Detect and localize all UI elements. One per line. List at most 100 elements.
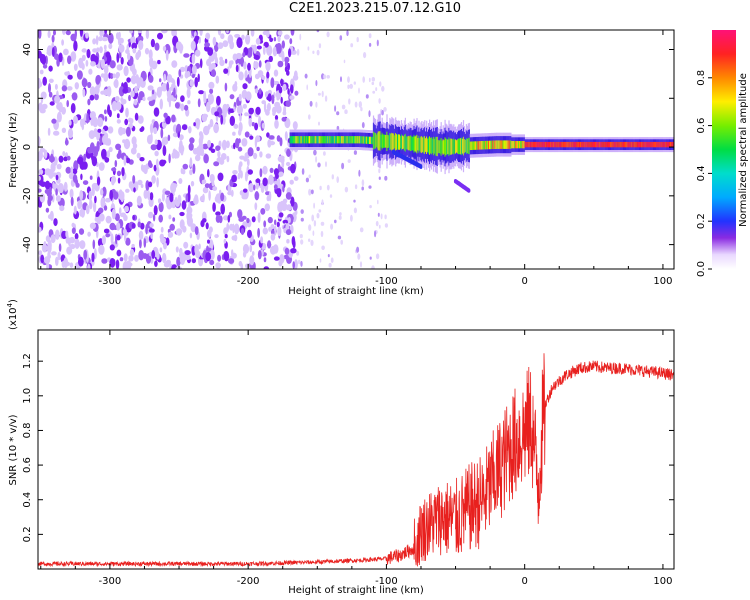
signal-core xyxy=(397,134,399,150)
noise-cell xyxy=(104,109,107,115)
noise-cell xyxy=(58,155,64,163)
noise-cell xyxy=(212,36,217,46)
signal-core xyxy=(662,141,664,148)
sparse-noise-cell xyxy=(380,213,383,220)
signal-core xyxy=(400,134,403,151)
noise-cell xyxy=(169,96,177,102)
signal-core xyxy=(324,136,326,144)
noise-cell xyxy=(70,33,77,42)
noise-cell xyxy=(98,162,105,171)
noise-cell xyxy=(251,251,255,256)
signal-core xyxy=(458,138,460,155)
noise-cell xyxy=(123,65,129,77)
signal-core xyxy=(381,132,383,150)
noise-cell xyxy=(42,76,47,86)
noise-cell xyxy=(125,157,131,164)
sparse-noise-cell xyxy=(300,209,304,215)
noise-cell xyxy=(280,96,283,104)
noise-cell xyxy=(118,148,122,159)
signal-core xyxy=(526,141,528,148)
signal-core xyxy=(546,141,548,148)
noise-cell xyxy=(91,155,98,167)
noise-cell xyxy=(288,48,292,58)
noise-cell xyxy=(228,108,235,113)
sparse-noise-cell xyxy=(299,234,303,239)
signal-core xyxy=(599,141,601,148)
noise-cell xyxy=(233,223,240,235)
noise-cell xyxy=(189,157,193,168)
sparse-noise-cell xyxy=(330,223,334,230)
signal-core xyxy=(409,135,411,152)
signal-core xyxy=(627,141,629,148)
noise-cell xyxy=(215,145,221,151)
signal-core xyxy=(479,141,481,150)
noise-cell xyxy=(50,162,56,173)
noise-cell xyxy=(47,30,51,39)
noise-cell xyxy=(253,184,256,191)
sparse-noise-cell xyxy=(349,83,354,89)
noise-cell xyxy=(74,82,80,90)
noise-cell xyxy=(111,175,117,184)
noise-cell xyxy=(278,212,284,218)
sparse-noise-cell xyxy=(299,33,302,41)
noise-cell xyxy=(90,61,96,67)
noise-cell xyxy=(171,83,174,92)
colorbar-gradient xyxy=(712,30,736,269)
x-tick-label: -300 xyxy=(99,276,122,287)
noise-cell xyxy=(259,37,263,43)
noise-cell xyxy=(227,214,231,223)
signal-core xyxy=(357,136,359,144)
noise-cell xyxy=(87,147,93,154)
noise-cell xyxy=(239,113,242,122)
noise-cell xyxy=(108,146,113,153)
noise-cell xyxy=(118,86,125,97)
sparse-noise-cell xyxy=(330,257,334,264)
noise-cell xyxy=(70,196,74,207)
noise-cell xyxy=(116,222,121,231)
noise-cell xyxy=(279,254,285,264)
signal-core xyxy=(467,137,469,154)
noise-cell xyxy=(200,147,205,157)
noise-cell xyxy=(257,212,261,223)
noise-cell xyxy=(48,65,53,72)
noise-cell xyxy=(45,235,51,243)
noise-cell xyxy=(213,161,220,167)
signal-core xyxy=(380,134,382,148)
noise-cell xyxy=(294,90,299,96)
sparse-noise-cell xyxy=(368,110,371,118)
noise-cell xyxy=(207,124,211,130)
signal-core xyxy=(613,141,616,148)
noise-cell xyxy=(162,145,167,157)
signal-core xyxy=(672,141,674,148)
noise-cell xyxy=(82,88,86,98)
noise-cell xyxy=(147,190,151,201)
noise-cell xyxy=(95,75,101,85)
signal-core xyxy=(341,136,344,144)
signal-core xyxy=(630,141,632,148)
signal-core xyxy=(460,138,462,155)
signal-core xyxy=(387,134,389,148)
sparse-noise-cell xyxy=(313,202,315,209)
noise-cell xyxy=(275,173,279,180)
sparse-noise-cell xyxy=(347,76,350,83)
noise-cell xyxy=(105,233,111,238)
noise-cell xyxy=(55,174,59,181)
sparse-noise-cell xyxy=(353,81,356,85)
signal-core xyxy=(375,134,377,147)
noise-cell xyxy=(253,61,259,70)
signal-core xyxy=(501,140,503,149)
signal-core xyxy=(550,141,552,148)
noise-cell xyxy=(273,225,277,236)
noise-cell xyxy=(286,148,291,157)
noise-cell xyxy=(163,261,170,268)
noise-cell xyxy=(215,211,221,216)
signal-core xyxy=(355,136,357,144)
noise-cell xyxy=(202,193,205,203)
noise-cell xyxy=(152,214,156,222)
noise-cell xyxy=(129,30,133,34)
signal-core xyxy=(592,141,594,148)
signal-core xyxy=(614,141,616,148)
signal-core xyxy=(392,133,394,151)
noise-cell xyxy=(260,236,264,244)
signal-core xyxy=(328,136,330,144)
